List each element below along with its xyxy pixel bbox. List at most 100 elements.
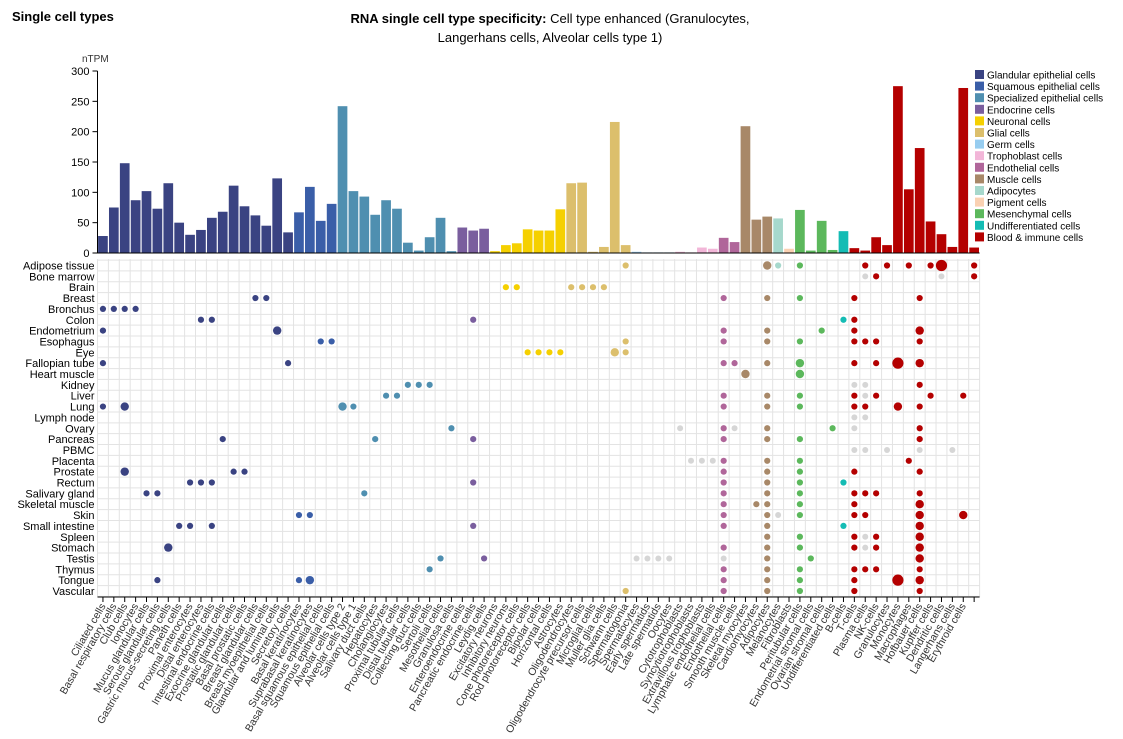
dot-ovary[interactable]	[829, 425, 836, 432]
dot-thymus[interactable]	[426, 566, 433, 573]
dot-thymus[interactable]	[796, 566, 804, 573]
bar-macrophages[interactable]	[903, 189, 914, 253]
dot-skin[interactable]	[959, 510, 968, 520]
dot-small-intestine[interactable]	[840, 522, 847, 530]
dot-eye[interactable]	[524, 349, 531, 356]
bar-extravillous-trophoblasts[interactable]	[697, 247, 707, 253]
dot-prostate[interactable]	[120, 467, 129, 476]
dot-prostate[interactable]	[720, 468, 727, 475]
bar-prostatic-glandular-cells[interactable]	[228, 185, 239, 253]
dot-adipose-tissue[interactable]	[905, 262, 912, 269]
dot-adipose-tissue[interactable]	[763, 261, 772, 270]
dot-tongue[interactable]	[764, 577, 771, 584]
bar-distal-enterocytes[interactable]	[196, 229, 206, 253]
dot-lung[interactable]	[720, 403, 727, 410]
bar-basal-prostatic-cells[interactable]	[239, 206, 250, 253]
bar-serous-glandular-cells[interactable]	[152, 208, 163, 253]
dot-ovary[interactable]	[731, 425, 738, 432]
dot-rectum[interactable]	[470, 479, 477, 486]
dot-testis[interactable]	[720, 555, 727, 562]
dot-breast[interactable]	[720, 294, 727, 302]
bar-glandular-and-luminal-cells[interactable]	[272, 178, 283, 253]
dot-ovary[interactable]	[720, 425, 727, 432]
dot-tongue[interactable]	[915, 575, 924, 585]
dot-esophagus[interactable]	[796, 338, 804, 345]
bar-kupffer-cells[interactable]	[925, 221, 936, 253]
dot-spleen[interactable]	[873, 533, 880, 540]
dot-skeletal-muscle[interactable]	[915, 500, 924, 509]
dot-rectum[interactable]	[720, 479, 727, 486]
dot-spleen[interactable]	[915, 532, 924, 541]
bar-endometrial-stromal-cells[interactable]	[805, 250, 816, 253]
dot-placenta[interactable]	[698, 457, 705, 464]
dot-salivary-gland[interactable]	[143, 490, 150, 497]
dot-fallopian-tube[interactable]	[284, 360, 292, 367]
dot-bone-marrow[interactable]	[862, 273, 869, 280]
bar-t-cells[interactable]	[849, 248, 860, 253]
dot-eye[interactable]	[535, 349, 542, 356]
dot-liver[interactable]	[764, 392, 771, 399]
bar-basal-respiratory-cells[interactable]	[108, 207, 119, 254]
dot-thymus[interactable]	[720, 566, 727, 573]
dot-eye[interactable]	[546, 349, 553, 356]
dot-heart-muscle[interactable]	[795, 369, 805, 379]
dot-testis[interactable]	[644, 555, 651, 562]
dot-endometrium[interactable]	[915, 326, 924, 335]
dot-adipose-tissue[interactable]	[622, 262, 629, 269]
bar-sertoli-cells[interactable]	[424, 237, 435, 253]
bar-cardiomyocytes[interactable]	[751, 219, 762, 253]
dot-pbmc[interactable]	[884, 446, 891, 453]
dot-brain[interactable]	[579, 284, 586, 291]
dot-brain[interactable]	[600, 284, 607, 291]
bar-squamous-epithelial-cells[interactable]	[326, 203, 337, 253]
dot-thymus[interactable]	[873, 566, 880, 573]
dot-salivary-gland[interactable]	[720, 490, 727, 497]
dot-tongue[interactable]	[295, 577, 303, 584]
dot-esophagus[interactable]	[764, 338, 771, 345]
dot-lung[interactable]	[862, 403, 869, 410]
bar-spermatogonia[interactable]	[620, 245, 631, 253]
bar-alveolar-cells-type-2[interactable]	[337, 106, 348, 253]
dot-brain[interactable]	[589, 284, 597, 291]
bar-granulocytes[interactable]	[882, 245, 892, 253]
bar-hofbauer-cells[interactable]	[914, 148, 925, 253]
dot-stomach[interactable]	[796, 544, 804, 551]
dot-stomach[interactable]	[164, 543, 173, 552]
dot-adipose-tissue[interactable]	[927, 262, 934, 269]
bar-cytotrophoblasts[interactable]	[675, 251, 685, 253]
dot-eye[interactable]	[557, 349, 564, 356]
bar-ovarian-stromal-cells[interactable]	[816, 220, 827, 253]
bar-oligodendrocytes[interactable]	[566, 183, 577, 253]
dot-bone-marrow[interactable]	[873, 273, 880, 280]
dot-placenta[interactable]	[688, 457, 695, 464]
dot-salivary-gland[interactable]	[873, 490, 880, 497]
bar-granulosa-cells[interactable]	[446, 251, 457, 253]
dot-rectum[interactable]	[764, 479, 771, 486]
dot-salivary-gland[interactable]	[862, 490, 869, 497]
bar-salivary-duct-cells[interactable]	[359, 196, 370, 253]
dot-pancreas[interactable]	[219, 436, 226, 443]
dot-fallopian-tube[interactable]	[731, 360, 738, 367]
dot-skin[interactable]	[851, 511, 858, 519]
bar-horizontal-cells[interactable]	[544, 230, 555, 253]
dot-salivary-gland[interactable]	[764, 490, 771, 497]
dot-skin[interactable]	[764, 511, 771, 519]
dot-liver[interactable]	[862, 392, 869, 399]
dot-esophagus[interactable]	[851, 338, 858, 345]
dot-prostate[interactable]	[764, 468, 771, 475]
dot-salivary-gland[interactable]	[361, 490, 368, 497]
dot-fallopian-tube[interactable]	[99, 360, 107, 367]
dot-liver[interactable]	[382, 392, 390, 399]
dot-prostate[interactable]	[241, 468, 248, 475]
dot-kidney[interactable]	[862, 381, 869, 388]
dot-pancreas[interactable]	[916, 436, 923, 443]
dot-breast[interactable]	[263, 294, 270, 302]
dot-thymus[interactable]	[862, 566, 869, 573]
bar-monocytes[interactable]	[893, 86, 903, 254]
bar-mesothelial-cells[interactable]	[435, 217, 446, 253]
dot-colon[interactable]	[840, 316, 847, 323]
dot-stomach[interactable]	[873, 544, 880, 551]
dot-fallopian-tube[interactable]	[720, 360, 727, 367]
dot-rectum[interactable]	[840, 479, 847, 486]
dot-vascular[interactable]	[916, 587, 923, 595]
